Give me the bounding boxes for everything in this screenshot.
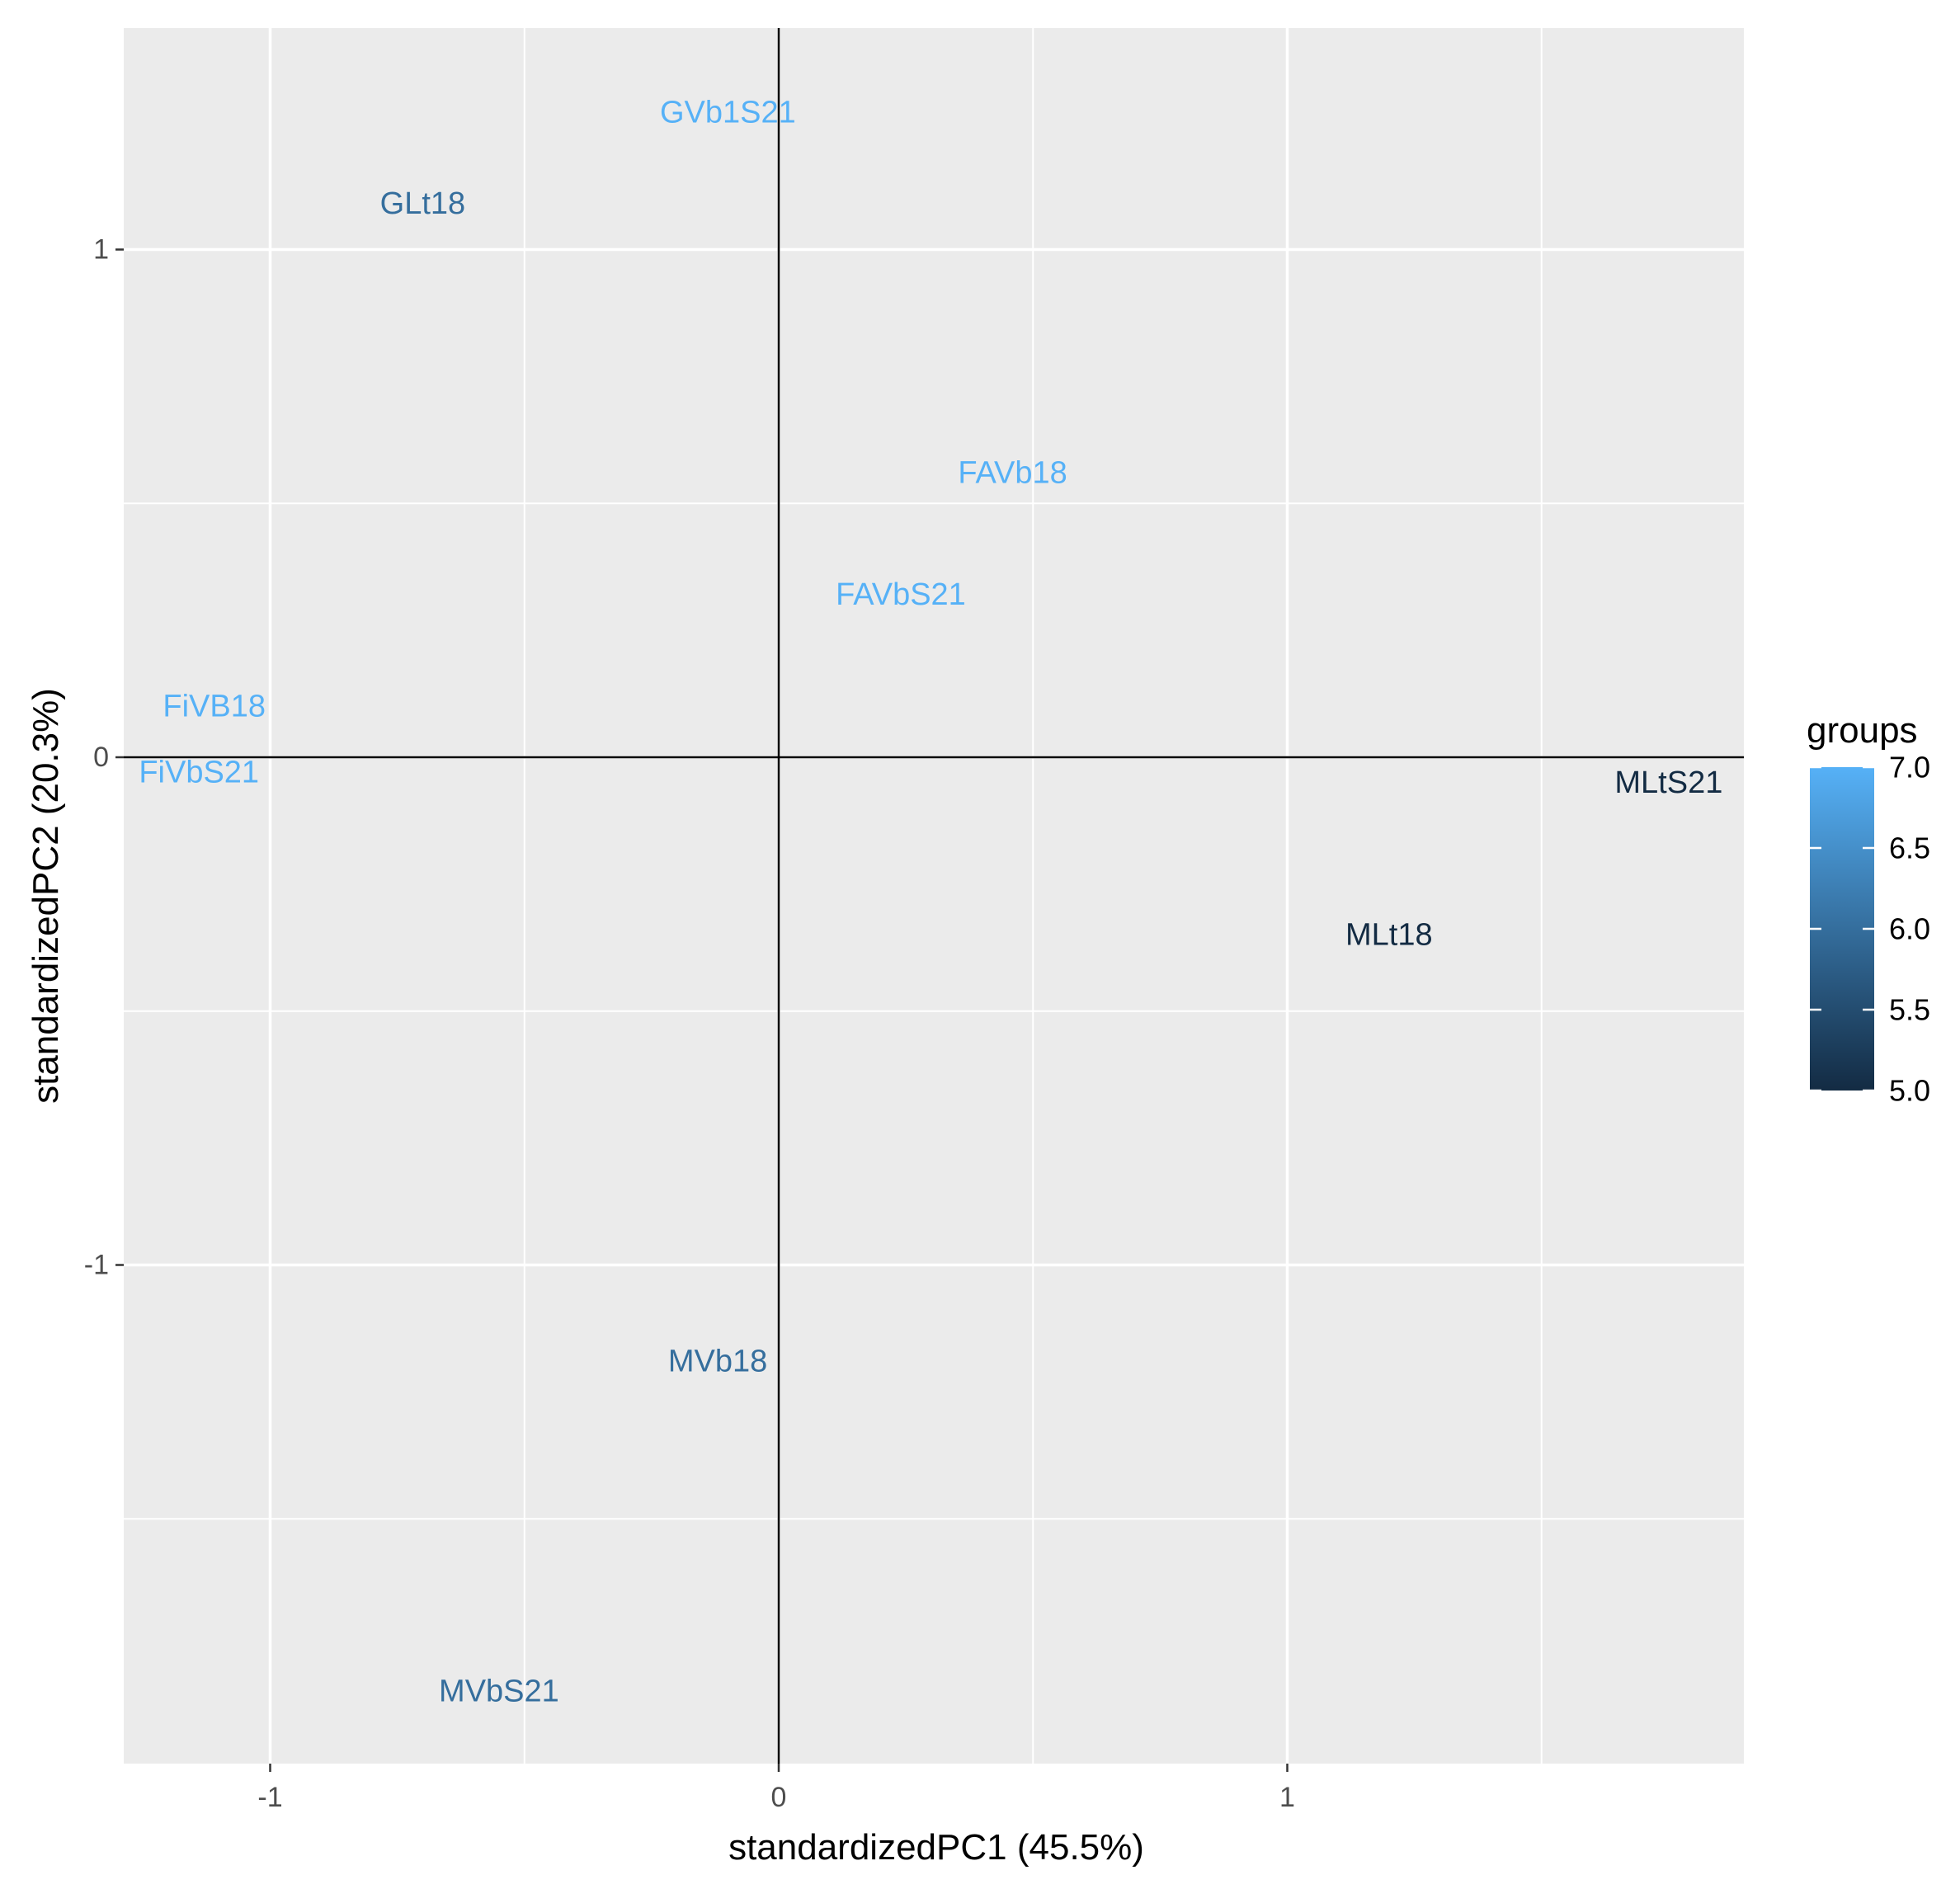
y-tick-label: 0 <box>93 742 109 773</box>
point-label-favb18: FAVb18 <box>958 455 1067 490</box>
color-legend: groups 5.0 5.5 6.0 6.5 7.0 <box>1807 710 1930 1108</box>
plot-panel <box>124 28 1744 1764</box>
x-axis: -1 0 1 <box>257 1764 1295 1813</box>
point-label-fivbs21: FiVbS21 <box>139 755 259 789</box>
point-label-favbs21: FAVbS21 <box>836 577 966 612</box>
point-label-gvb1s21: GVb1S21 <box>660 95 796 130</box>
x-tick-label: 1 <box>1279 1782 1295 1813</box>
legend-title: groups <box>1807 710 1918 751</box>
x-axis-title: standardizedPC1 (45.5%) <box>728 1827 1144 1868</box>
point-label-mlts21: MLtS21 <box>1614 765 1722 800</box>
point-label-fivb18: FiVB18 <box>163 689 266 723</box>
legend-break-label: 6.5 <box>1889 831 1930 865</box>
y-tick-label: -1 <box>84 1250 109 1281</box>
point-labels: GVb1S21 GLt18 FAVb18 FAVbS21 FiVB18 FiVbS21 ML… <box>139 95 1722 1708</box>
legend-break-label: 7.0 <box>1889 751 1930 784</box>
y-axis-title: standardizedPC2 (20.3%) <box>26 688 66 1104</box>
point-label-glt18: GLt18 <box>380 186 466 221</box>
x-tick-label: -1 <box>257 1782 282 1813</box>
point-label-mvbs21: MVbS21 <box>439 1675 559 1709</box>
legend-break-label: 5.5 <box>1889 993 1930 1027</box>
x-tick-label: 0 <box>771 1782 787 1813</box>
legend-break-label: 5.0 <box>1889 1074 1930 1108</box>
legend-break-label: 6.0 <box>1889 912 1930 946</box>
minor-gridlines <box>124 28 1744 1764</box>
point-label-mlt18: MLt18 <box>1345 917 1433 952</box>
y-axis: -1 0 1 <box>84 234 124 1281</box>
y-tick-label: 1 <box>93 234 109 266</box>
point-label-mvb18: MVb18 <box>668 1344 767 1378</box>
